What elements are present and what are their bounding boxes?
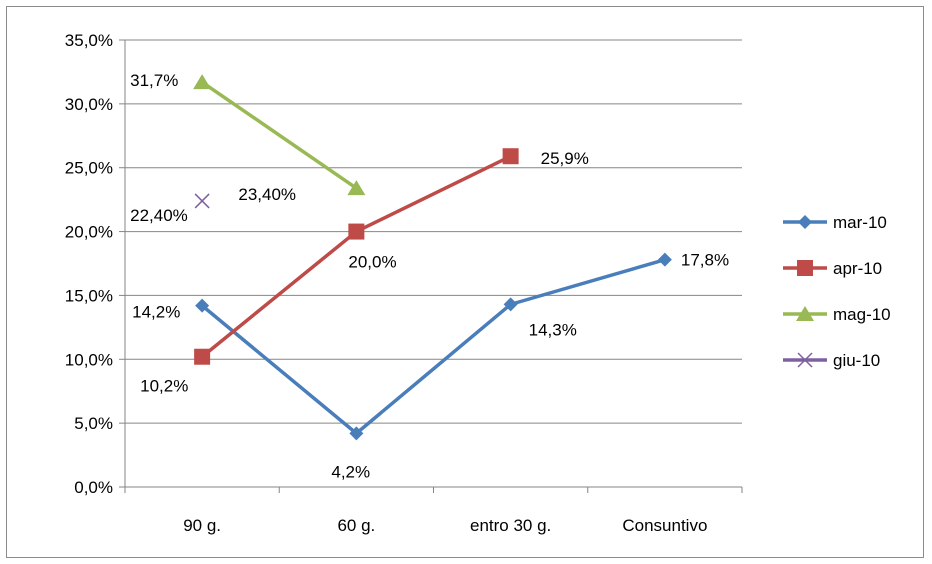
data-label: 20,0% xyxy=(348,253,396,272)
data-point xyxy=(503,297,518,312)
data-label: 4,2% xyxy=(331,462,370,481)
legend-label: apr-10 xyxy=(833,259,882,278)
data-point xyxy=(194,348,211,365)
data-label: 23,40% xyxy=(238,185,296,204)
y-tick-label: 10,0% xyxy=(65,350,113,369)
x-tick-label: entro 30 g. xyxy=(470,516,551,535)
legend-item: giu-10 xyxy=(783,351,880,370)
x-axis-ticks: 90 g. 60 g. entro 30 g. Consuntivo xyxy=(183,516,707,535)
gridlines xyxy=(125,39,742,424)
y-tick-label: 15,0% xyxy=(65,286,113,305)
legend-label: giu-10 xyxy=(833,351,880,370)
y-tick-label: 5,0% xyxy=(74,414,113,433)
legend-item: mag-10 xyxy=(783,305,891,324)
y-tick-label: 35,0% xyxy=(65,31,113,50)
x-tick-label: 90 g. xyxy=(183,516,221,535)
x-tick-label: 60 g. xyxy=(337,516,375,535)
x-tick-label: Consuntivo xyxy=(622,516,707,535)
data-point xyxy=(194,193,210,209)
legend-item: apr-10 xyxy=(783,259,882,278)
y-tick-label: 30,0% xyxy=(65,95,113,114)
y-tick-label: 0,0% xyxy=(74,478,113,497)
series-lines xyxy=(201,80,666,436)
data-label: 14,2% xyxy=(132,303,180,322)
legend-marker xyxy=(798,215,812,229)
series-line-mar-10 xyxy=(201,257,666,436)
legend-label: mar-10 xyxy=(833,213,887,232)
data-label: 10,2% xyxy=(140,377,188,396)
data-label: 17,8% xyxy=(681,251,729,270)
series-line-mag-10 xyxy=(201,80,358,190)
data-labels: 14,2% 4,2% 14,3% 17,8% 10,2% 20,0% 25,9% 31,7% 2… xyxy=(130,71,729,481)
y-tick-label: 25,0% xyxy=(65,159,113,178)
series-markers xyxy=(193,74,672,441)
data-point xyxy=(502,148,519,165)
data-point xyxy=(349,426,364,441)
legend-marker xyxy=(796,306,814,321)
legend-item: mar-10 xyxy=(783,213,887,232)
legend-marker xyxy=(797,352,813,368)
data-label: 22,40% xyxy=(130,206,188,225)
marker-stroke xyxy=(797,352,813,368)
axes xyxy=(119,39,743,493)
data-label: 14,3% xyxy=(529,320,577,339)
data-label: 25,9% xyxy=(541,149,589,168)
chart-frame xyxy=(6,6,924,558)
marker-stroke xyxy=(194,193,210,209)
data-point xyxy=(193,74,212,90)
legend-label: mag-10 xyxy=(833,305,891,324)
y-axis-ticks: 0,0% 5,0% 10,0% 15,0% 20,0% 25,0% 30,0% 35,0% xyxy=(65,31,113,497)
data-point xyxy=(347,180,366,196)
legend: mar-10 apr-10 mag-10 giu-10 xyxy=(783,213,891,370)
data-point xyxy=(657,252,672,267)
y-tick-label: 20,0% xyxy=(65,223,113,242)
legend-marker xyxy=(797,260,813,276)
data-label: 31,7% xyxy=(130,71,178,90)
data-point xyxy=(195,298,210,313)
data-point xyxy=(348,223,365,240)
